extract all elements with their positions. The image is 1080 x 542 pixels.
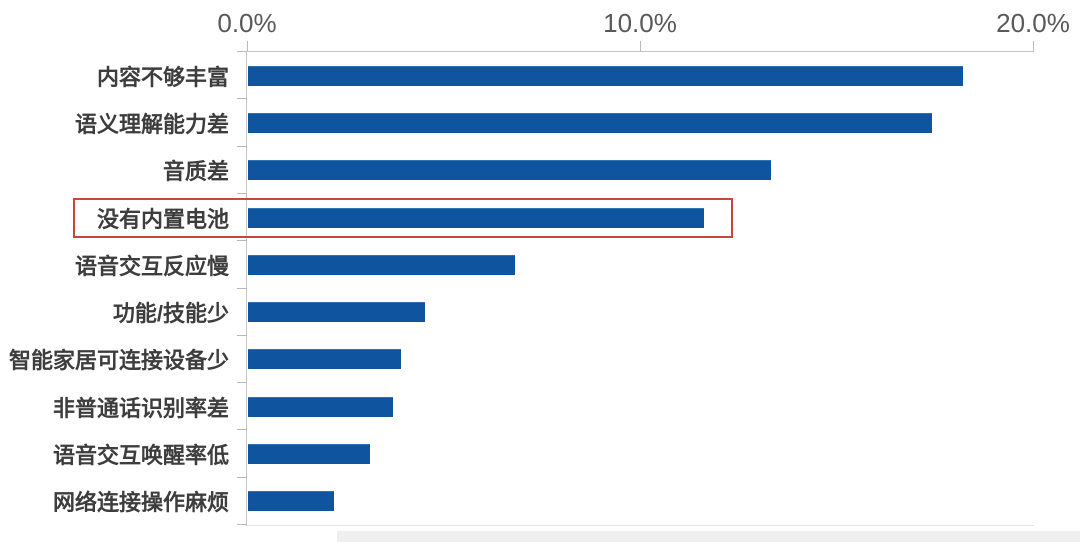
category-label: 功能/技能少 <box>112 301 229 327</box>
category-label: 非普通话识别率差 <box>52 395 229 421</box>
category-label: 智能家居可连接设备少 <box>8 348 229 374</box>
category-label: 内容不够丰富 <box>96 64 229 90</box>
bar <box>248 65 964 86</box>
category-axis-tick <box>237 524 247 525</box>
bar <box>248 302 425 323</box>
category-axis-tick <box>237 287 247 289</box>
bar <box>248 160 771 181</box>
category-label: 语音交互唤醒率低 <box>52 443 229 469</box>
category-axis-tick <box>237 145 247 147</box>
category-axis-tick <box>237 240 247 242</box>
highlight-box <box>73 197 733 238</box>
category-axis-tick <box>237 98 247 100</box>
category-label: 没有内置电池 <box>96 206 229 232</box>
category-axis-tick <box>237 476 247 478</box>
bar <box>248 254 516 275</box>
background-edge-strip <box>337 531 1080 542</box>
category-label: 网络连接操作麻烦 <box>52 490 229 516</box>
category-axis-tick <box>237 192 247 194</box>
plot-bottom-line <box>247 525 1034 526</box>
bar <box>248 112 932 133</box>
bar <box>248 491 335 512</box>
category-axis-tick <box>237 51 247 52</box>
value-axis-tick-label: 0.0% <box>217 8 277 38</box>
category-label: 语音交互反应慢 <box>74 253 229 279</box>
bar <box>248 207 704 228</box>
bar <box>248 396 394 417</box>
value-axis-tick <box>246 41 248 51</box>
value-axis-tick <box>1032 41 1034 51</box>
category-axis-line <box>246 51 247 526</box>
value-axis-tick-label: 20.0% <box>996 8 1070 38</box>
bar <box>248 349 402 370</box>
value-axis-tick <box>639 41 641 51</box>
value-axis-tick-label: 10.0% <box>603 8 677 38</box>
category-label: 音质差 <box>162 159 229 185</box>
category-axis-tick <box>237 334 247 336</box>
bar <box>248 444 370 465</box>
value-axis-line <box>247 51 1034 52</box>
category-axis-tick <box>237 382 247 384</box>
category-label: 语义理解能力差 <box>74 111 229 137</box>
category-axis-tick <box>237 429 247 431</box>
